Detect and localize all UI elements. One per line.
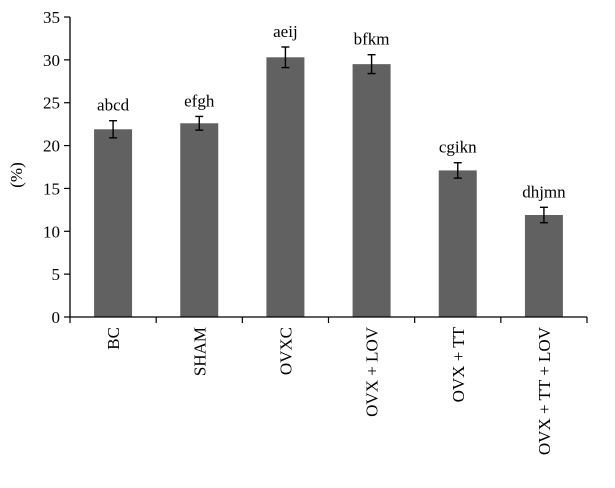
y-tick-label: 10: [43, 222, 60, 241]
bar: [524, 215, 563, 317]
y-axis-ticks: 0 5 10 15 20 25 30 35: [43, 8, 70, 327]
bar: [180, 123, 219, 318]
bar: [266, 57, 305, 318]
category-labels-group: BC SHAM OVXC OVX + LOV OVX + TT OVX + TT + LO…: [69, 317, 588, 455]
significance-label: bfkm: [354, 30, 390, 49]
significance-label: cgikn: [439, 138, 477, 157]
bar: [94, 129, 133, 317]
significance-label: efgh: [184, 91, 215, 110]
y-tick-label: 30: [43, 51, 60, 70]
y-tick-label: 0: [52, 308, 61, 327]
y-axis-label: (%): [7, 162, 26, 187]
y-tick-label: 5: [52, 265, 61, 284]
bars-group: [94, 57, 563, 318]
significance-label: aeij: [273, 22, 298, 41]
category-label: OVX + TT: [449, 326, 468, 402]
y-tick-label: 20: [43, 137, 60, 156]
y-tick-label: 35: [43, 8, 60, 27]
bar: [438, 170, 477, 317]
significance-label: dhjmn: [522, 182, 566, 201]
category-label: OVX + TT + LOV: [535, 326, 554, 455]
category-label: OVX + LOV: [363, 326, 382, 417]
error-bars-group: [109, 46, 548, 224]
significance-labels-group: abcd efgh aeij bfkm cgikn dhjmn: [97, 22, 566, 201]
category-label: SHAM: [190, 327, 209, 376]
bar: [352, 64, 391, 318]
y-tick-label: 25: [43, 94, 60, 113]
category-label: BC: [104, 327, 123, 350]
significance-label: abcd: [97, 96, 130, 115]
category-label: OVXC: [276, 327, 295, 375]
y-tick-label: 15: [43, 179, 60, 198]
